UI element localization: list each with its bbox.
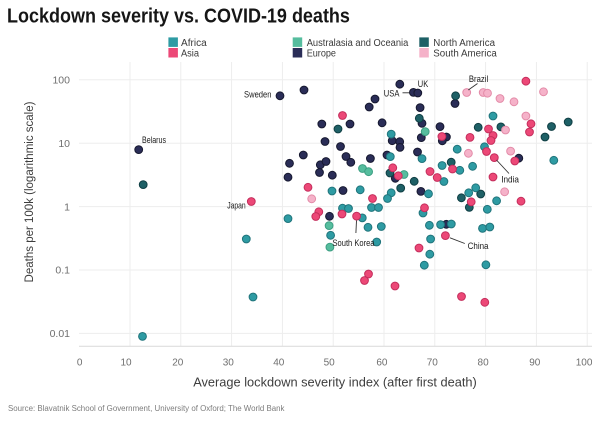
svg-text:0.1: 0.1 xyxy=(55,265,70,277)
svg-text:North America: North America xyxy=(433,38,495,49)
svg-text:40: 40 xyxy=(273,358,285,369)
svg-text:60: 60 xyxy=(376,358,388,369)
svg-text:1: 1 xyxy=(64,201,70,213)
svg-text:90: 90 xyxy=(529,358,541,369)
svg-text:Sweden: Sweden xyxy=(244,90,272,101)
svg-text:South America: South America xyxy=(433,49,497,60)
svg-text:Average lockdown severity inde: Average lockdown severity index (after f… xyxy=(193,374,477,389)
svg-text:Source: Blavatnik School of Go: Source: Blavatnik School of Government, … xyxy=(8,404,284,413)
svg-text:Belarus: Belarus xyxy=(142,135,166,146)
svg-text:0.01: 0.01 xyxy=(50,328,71,340)
svg-text:50: 50 xyxy=(324,358,336,369)
svg-text:Deaths per 100k (logarithmic s: Deaths per 100k (logarithmic scale) xyxy=(24,101,36,282)
svg-text:China: China xyxy=(468,241,489,252)
svg-text:Brazil: Brazil xyxy=(469,74,488,85)
svg-text:Japan: Japan xyxy=(227,200,246,211)
svg-text:South Korea: South Korea xyxy=(333,238,376,249)
svg-text:100: 100 xyxy=(52,75,70,87)
svg-text:Australasia and Oceania: Australasia and Oceania xyxy=(307,38,409,49)
svg-text:Lockdown severity vs. COVID-19: Lockdown severity vs. COVID-19 deaths xyxy=(7,6,350,28)
svg-text:India: India xyxy=(501,174,519,185)
svg-text:30: 30 xyxy=(223,358,235,369)
svg-text:80: 80 xyxy=(478,358,490,369)
svg-text:Asia: Asia xyxy=(181,49,199,60)
svg-text:USA: USA xyxy=(384,88,400,99)
svg-text:UK: UK xyxy=(418,79,429,90)
svg-text:10: 10 xyxy=(120,358,132,369)
svg-text:20: 20 xyxy=(172,358,184,369)
svg-text:Europe: Europe xyxy=(307,49,337,60)
svg-text:0: 0 xyxy=(77,358,83,369)
svg-text:70: 70 xyxy=(427,358,439,369)
svg-text:Africa: Africa xyxy=(181,38,207,49)
svg-text:100: 100 xyxy=(576,358,593,369)
svg-text:10: 10 xyxy=(58,138,70,150)
